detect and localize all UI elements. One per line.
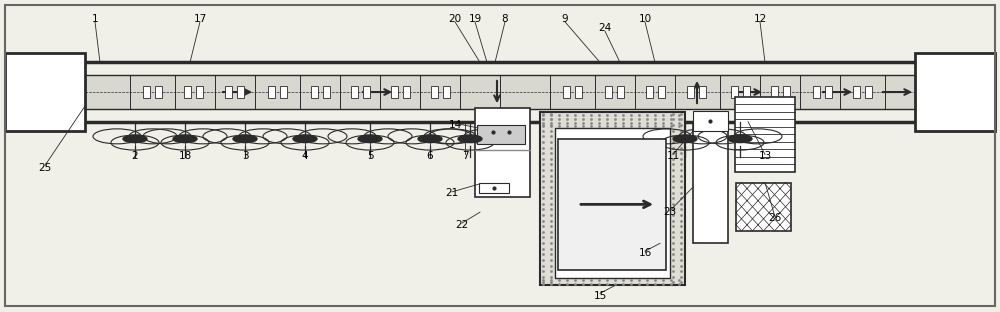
Text: 2: 2 bbox=[132, 151, 138, 161]
Text: 7: 7 bbox=[462, 151, 468, 161]
Bar bbox=[558, 139, 666, 270]
Circle shape bbox=[673, 135, 697, 143]
Text: 22: 22 bbox=[455, 220, 469, 230]
Bar bbox=[693, 122, 728, 243]
Bar bbox=[735, 97, 795, 172]
Bar bbox=[646, 86, 653, 98]
Bar bbox=[563, 86, 570, 98]
Text: 26: 26 bbox=[768, 213, 782, 223]
Text: 11: 11 bbox=[666, 151, 680, 161]
Text: 9: 9 bbox=[562, 14, 568, 24]
Text: 6: 6 bbox=[427, 151, 433, 161]
Bar bbox=[237, 86, 244, 98]
Text: 13: 13 bbox=[758, 151, 772, 161]
Bar bbox=[813, 86, 820, 98]
Bar bbox=[184, 86, 191, 98]
Bar bbox=[143, 86, 150, 98]
Text: 升降机: 升降机 bbox=[945, 87, 965, 97]
Text: 3: 3 bbox=[242, 151, 248, 161]
Bar bbox=[743, 86, 750, 98]
Circle shape bbox=[293, 135, 317, 143]
Circle shape bbox=[123, 135, 147, 143]
Text: 8: 8 bbox=[502, 14, 508, 24]
Bar bbox=[783, 86, 790, 98]
Text: 12: 12 bbox=[753, 14, 767, 24]
Bar bbox=[196, 86, 203, 98]
Bar bbox=[431, 86, 438, 98]
Bar bbox=[825, 86, 832, 98]
Bar bbox=[391, 86, 398, 98]
Bar bbox=[865, 86, 872, 98]
Bar bbox=[479, 183, 509, 193]
Bar bbox=[280, 86, 287, 98]
Bar bbox=[687, 86, 694, 98]
Circle shape bbox=[458, 135, 482, 143]
Bar bbox=[853, 86, 860, 98]
Text: 24: 24 bbox=[598, 23, 612, 33]
Bar bbox=[771, 86, 778, 98]
Circle shape bbox=[728, 135, 752, 143]
Bar bbox=[5, 53, 85, 131]
Bar bbox=[658, 86, 665, 98]
Bar bbox=[575, 86, 582, 98]
Text: 1: 1 bbox=[92, 14, 98, 24]
Bar bbox=[323, 86, 330, 98]
Text: 15: 15 bbox=[593, 291, 607, 301]
Circle shape bbox=[233, 135, 257, 143]
Text: 16: 16 bbox=[638, 248, 652, 258]
Bar bbox=[699, 86, 706, 98]
Bar bbox=[540, 112, 685, 285]
Bar bbox=[477, 125, 525, 144]
Bar bbox=[555, 128, 670, 278]
Circle shape bbox=[173, 135, 197, 143]
Text: 5: 5 bbox=[367, 151, 373, 161]
Bar bbox=[363, 86, 370, 98]
Bar bbox=[731, 86, 738, 98]
Circle shape bbox=[418, 135, 442, 143]
Text: 18: 18 bbox=[178, 151, 192, 161]
Bar bbox=[915, 53, 995, 131]
Bar bbox=[617, 86, 624, 98]
Bar bbox=[403, 86, 410, 98]
Bar bbox=[225, 86, 232, 98]
Text: 10: 10 bbox=[638, 14, 652, 24]
Bar bbox=[693, 111, 728, 131]
Bar bbox=[443, 86, 450, 98]
Text: 20: 20 bbox=[448, 14, 462, 24]
Bar bbox=[155, 86, 162, 98]
Bar bbox=[268, 86, 275, 98]
Bar bbox=[311, 86, 318, 98]
Bar bbox=[605, 86, 612, 98]
Text: 17: 17 bbox=[193, 14, 207, 24]
Text: 25: 25 bbox=[38, 163, 52, 173]
Bar bbox=[736, 183, 791, 231]
Bar bbox=[351, 86, 358, 98]
Circle shape bbox=[358, 135, 382, 143]
Text: 升降机: 升降机 bbox=[35, 87, 55, 97]
Text: 14: 14 bbox=[448, 120, 462, 130]
Text: 23: 23 bbox=[663, 207, 677, 217]
Text: 4: 4 bbox=[302, 151, 308, 161]
Bar bbox=[475, 108, 530, 197]
Text: 21: 21 bbox=[445, 188, 459, 198]
Text: 19: 19 bbox=[468, 14, 482, 24]
